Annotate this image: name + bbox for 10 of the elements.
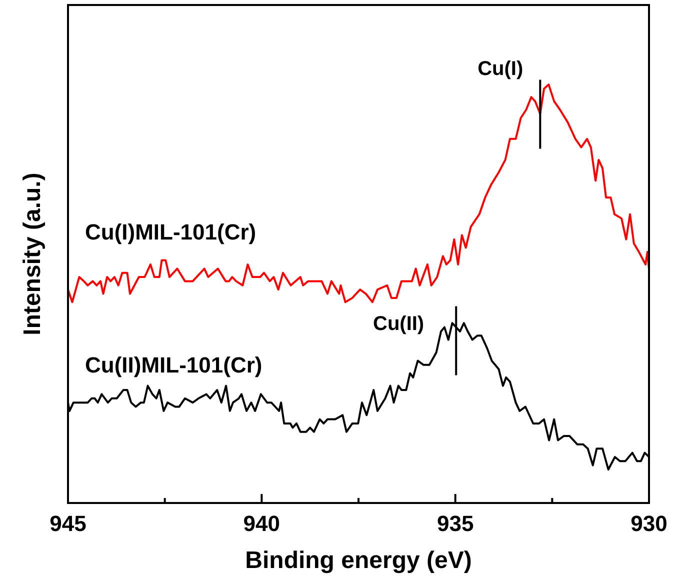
x-tick-label: 930: [630, 511, 668, 536]
x-tick-label: 935: [436, 511, 474, 536]
annotation: Cu(I): [478, 58, 524, 80]
x-axis-title: Binding energy (eV): [245, 547, 472, 574]
y-axis-title: Intensity (a.u.): [19, 172, 46, 336]
series-label: Cu(II)MIL-101(Cr): [85, 352, 262, 378]
annotation: Cu(II): [373, 313, 424, 336]
series-label: Cu(I)MIL-101(Cr): [85, 220, 256, 245]
x-tick-label: 945: [50, 511, 86, 536]
x-tick-label: 940: [243, 511, 280, 536]
